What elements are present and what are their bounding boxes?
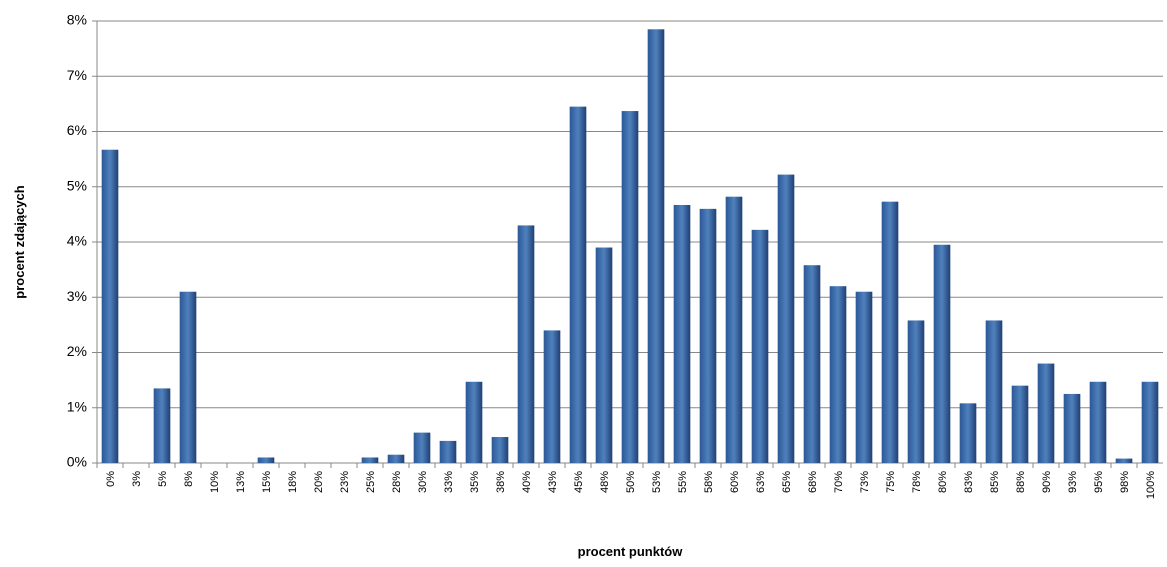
- bar: [959, 403, 977, 463]
- x-tick-label: 28%: [391, 471, 403, 493]
- x-tick-label: 98%: [1119, 471, 1131, 493]
- bar: [465, 381, 483, 463]
- x-tick-label: 20%: [313, 471, 325, 493]
- bar: [569, 106, 587, 463]
- x-tick-label: 10%: [209, 471, 221, 493]
- x-tick-label: 68%: [807, 471, 819, 493]
- x-tick-label: 8%: [183, 471, 195, 487]
- y-tick-label: 0%: [67, 454, 87, 470]
- bar: [1141, 381, 1159, 463]
- bar: [647, 29, 665, 463]
- x-tick-label: 65%: [781, 471, 793, 493]
- bar: [1011, 385, 1029, 463]
- x-tick-label: 45%: [573, 471, 585, 493]
- y-tick-label: 8%: [67, 12, 87, 28]
- x-tick-label: 5%: [157, 471, 169, 487]
- y-tick-label: 7%: [67, 67, 87, 83]
- bar: [595, 247, 613, 463]
- y-tick-label: 5%: [67, 177, 87, 193]
- x-tick-label: 43%: [547, 471, 559, 493]
- bar: [829, 286, 847, 463]
- x-tick-label: 18%: [287, 471, 299, 493]
- x-tick-label: 48%: [599, 471, 611, 493]
- y-tick-label: 2%: [67, 343, 87, 359]
- x-tick-label: 40%: [521, 471, 533, 493]
- x-tick-label: 60%: [729, 471, 741, 493]
- x-tick-label: 85%: [989, 471, 1001, 493]
- bar: [1063, 393, 1081, 463]
- bar: [413, 432, 431, 463]
- x-tick-label: 50%: [625, 471, 637, 493]
- x-tick-label: 100%: [1145, 471, 1157, 499]
- bar: [621, 111, 639, 464]
- x-tick-label: 83%: [963, 471, 975, 493]
- bar: [777, 174, 795, 463]
- bar: [439, 440, 457, 463]
- bar: [1115, 458, 1133, 463]
- bar: [1037, 363, 1055, 463]
- x-tick-label: 88%: [1015, 471, 1027, 493]
- y-axis-title: procent zdających: [12, 185, 27, 298]
- bar: [673, 204, 691, 464]
- x-tick-label: 55%: [677, 471, 689, 493]
- x-tick-label: 78%: [911, 471, 923, 493]
- bar: [725, 196, 743, 463]
- x-tick-label: 73%: [859, 471, 871, 493]
- bar: [1089, 381, 1107, 463]
- bar: [153, 388, 171, 463]
- y-tick-label: 6%: [67, 122, 87, 138]
- bar: [517, 225, 535, 463]
- bar: [387, 454, 405, 463]
- bar: [699, 208, 717, 463]
- bar: [361, 457, 379, 463]
- x-axis-title: procent punktów: [578, 544, 684, 559]
- bar: [257, 457, 275, 463]
- x-tick-label: 90%: [1041, 471, 1053, 493]
- x-tick-label: 80%: [937, 471, 949, 493]
- x-tick-label: 63%: [755, 471, 767, 493]
- x-tick-label: 58%: [703, 471, 715, 493]
- x-tick-label: 13%: [235, 471, 247, 493]
- x-tick-label: 70%: [833, 471, 845, 493]
- y-tick-label: 1%: [67, 398, 87, 414]
- bar: [751, 229, 769, 463]
- x-tick-label: 35%: [469, 471, 481, 493]
- x-tick-label: 3%: [131, 471, 143, 487]
- x-tick-label: 0%: [105, 471, 117, 487]
- bar: [881, 201, 899, 464]
- x-tick-label: 25%: [365, 471, 377, 493]
- bar: [179, 291, 197, 463]
- x-tick-label: 38%: [495, 471, 507, 493]
- x-tick-label: 93%: [1067, 471, 1079, 493]
- y-tick-label: 3%: [67, 288, 87, 304]
- bar: [543, 330, 561, 463]
- x-tick-label: 23%: [339, 471, 351, 493]
- bar: [101, 149, 119, 464]
- x-tick-label: 33%: [443, 471, 455, 493]
- bar: [803, 265, 821, 463]
- x-tick-label: 15%: [261, 471, 273, 493]
- bar: [985, 320, 1003, 463]
- bar: [907, 320, 925, 463]
- bar: [491, 437, 509, 463]
- x-tick-label: 95%: [1093, 471, 1105, 493]
- x-tick-label: 75%: [885, 471, 897, 493]
- bar: [855, 291, 873, 463]
- bar: [933, 244, 951, 463]
- x-tick-label: 53%: [651, 471, 663, 493]
- y-tick-label: 4%: [67, 233, 87, 249]
- x-tick-label: 30%: [417, 471, 429, 493]
